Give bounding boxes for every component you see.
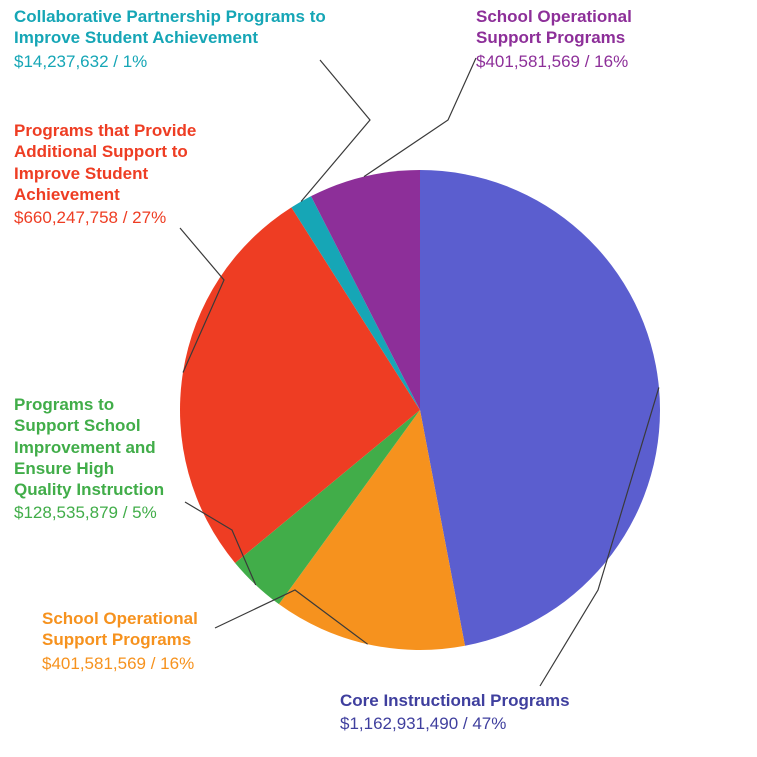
pie-label-ops2: School Operational Support Programs $401,… bbox=[42, 608, 272, 674]
pie-label-addl: Programs that Provide Additional Support… bbox=[14, 120, 234, 228]
pie-label-title: Programs to Support School Improvement a… bbox=[14, 395, 164, 499]
budget-pie-chart: Collaborative Partnership Programs to Im… bbox=[0, 0, 757, 757]
pie-label-ops1: School Operational Support Programs $401,… bbox=[476, 6, 736, 72]
pie-label-core: Core Instructional Programs $1,162,931,49… bbox=[340, 690, 660, 735]
pie-slice-core bbox=[420, 170, 660, 646]
pie-label-title: Programs that Provide Additional Support… bbox=[14, 121, 196, 204]
pie-label-value: $128,535,879 / 5% bbox=[14, 502, 214, 523]
pie-label-value: $14,237,632 / 1% bbox=[14, 51, 374, 72]
pie-label-title: Core Instructional Programs bbox=[340, 691, 570, 710]
pie-label-title: School Operational Support Programs bbox=[476, 7, 632, 47]
pie-label-value: $1,162,931,490 / 47% bbox=[340, 713, 660, 734]
pie-label-value: $401,581,569 / 16% bbox=[42, 653, 272, 674]
pie-label-collab: Collaborative Partnership Programs to Im… bbox=[14, 6, 374, 72]
pie-label-title: School Operational Support Programs bbox=[42, 609, 198, 649]
leader-line-ops1 bbox=[364, 58, 476, 177]
pie-label-title: Collaborative Partnership Programs to Im… bbox=[14, 7, 326, 47]
pie-label-value: $401,581,569 / 16% bbox=[476, 51, 736, 72]
pie-label-improve: Programs to Support School Improvement a… bbox=[14, 394, 214, 524]
pie-label-value: $660,247,758 / 27% bbox=[14, 207, 234, 228]
